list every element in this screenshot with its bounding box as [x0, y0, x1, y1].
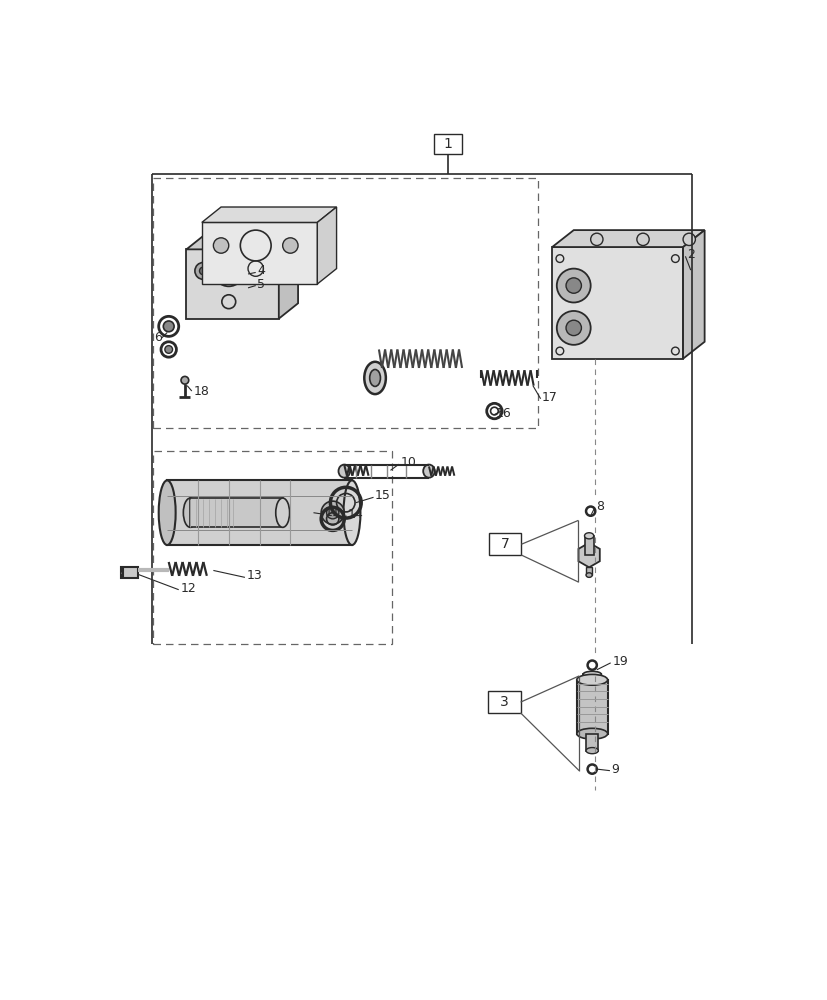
- Bar: [153, 178, 538, 428]
- Text: 12: 12: [180, 582, 196, 595]
- Circle shape: [556, 311, 590, 345]
- Polygon shape: [317, 207, 336, 284]
- Polygon shape: [167, 480, 351, 545]
- Bar: [489, 533, 521, 555]
- Polygon shape: [578, 543, 599, 567]
- Text: 6: 6: [154, 331, 162, 344]
- Bar: [153, 451, 391, 644]
- Polygon shape: [552, 230, 704, 247]
- Ellipse shape: [584, 533, 593, 539]
- Circle shape: [566, 278, 581, 293]
- Polygon shape: [186, 249, 279, 319]
- Text: 2: 2: [686, 248, 694, 261]
- Text: 5: 5: [257, 278, 265, 291]
- Bar: [582, 674, 600, 680]
- Text: 8: 8: [595, 500, 604, 513]
- Ellipse shape: [369, 369, 380, 386]
- Ellipse shape: [159, 480, 175, 545]
- Circle shape: [636, 233, 648, 246]
- Ellipse shape: [586, 573, 591, 577]
- Circle shape: [194, 262, 212, 279]
- Text: 19: 19: [611, 655, 627, 668]
- Circle shape: [246, 262, 262, 279]
- Text: 17: 17: [542, 391, 557, 404]
- Text: 14: 14: [347, 508, 363, 521]
- Bar: [488, 691, 520, 713]
- Bar: [584, 536, 593, 555]
- Polygon shape: [279, 234, 298, 319]
- Circle shape: [199, 267, 207, 275]
- Ellipse shape: [576, 674, 607, 685]
- Text: 10: 10: [400, 456, 416, 469]
- Text: 18: 18: [194, 385, 209, 398]
- Circle shape: [321, 501, 344, 524]
- Polygon shape: [682, 230, 704, 359]
- Circle shape: [590, 233, 602, 246]
- Text: 4: 4: [257, 264, 265, 277]
- Text: 9: 9: [610, 763, 619, 776]
- Ellipse shape: [582, 671, 600, 677]
- Circle shape: [326, 507, 338, 519]
- Bar: [190, 498, 282, 527]
- Ellipse shape: [586, 748, 598, 754]
- Ellipse shape: [576, 728, 607, 739]
- Circle shape: [213, 238, 228, 253]
- Circle shape: [181, 376, 189, 384]
- Bar: [576, 680, 607, 734]
- Text: 15: 15: [375, 489, 390, 502]
- Text: 16: 16: [495, 407, 510, 420]
- Ellipse shape: [183, 498, 197, 527]
- Text: 1: 1: [443, 137, 452, 151]
- Text: 3: 3: [500, 695, 508, 709]
- Bar: [586, 567, 591, 575]
- Text: 7: 7: [500, 537, 509, 551]
- Circle shape: [566, 320, 581, 336]
- Ellipse shape: [338, 465, 350, 478]
- Circle shape: [250, 267, 258, 275]
- Circle shape: [163, 321, 174, 332]
- Circle shape: [282, 238, 298, 253]
- Circle shape: [556, 269, 590, 302]
- Polygon shape: [186, 234, 298, 249]
- Bar: [434, 134, 461, 154]
- Polygon shape: [202, 222, 317, 284]
- Text: 13: 13: [246, 569, 262, 582]
- Polygon shape: [552, 247, 682, 359]
- Circle shape: [682, 233, 695, 246]
- Ellipse shape: [343, 480, 360, 545]
- Bar: [586, 734, 598, 751]
- Ellipse shape: [275, 498, 289, 527]
- Text: 11: 11: [325, 506, 341, 519]
- Ellipse shape: [423, 465, 434, 478]
- Polygon shape: [202, 207, 336, 222]
- Ellipse shape: [364, 362, 385, 394]
- Circle shape: [165, 346, 172, 353]
- Bar: [121, 567, 138, 578]
